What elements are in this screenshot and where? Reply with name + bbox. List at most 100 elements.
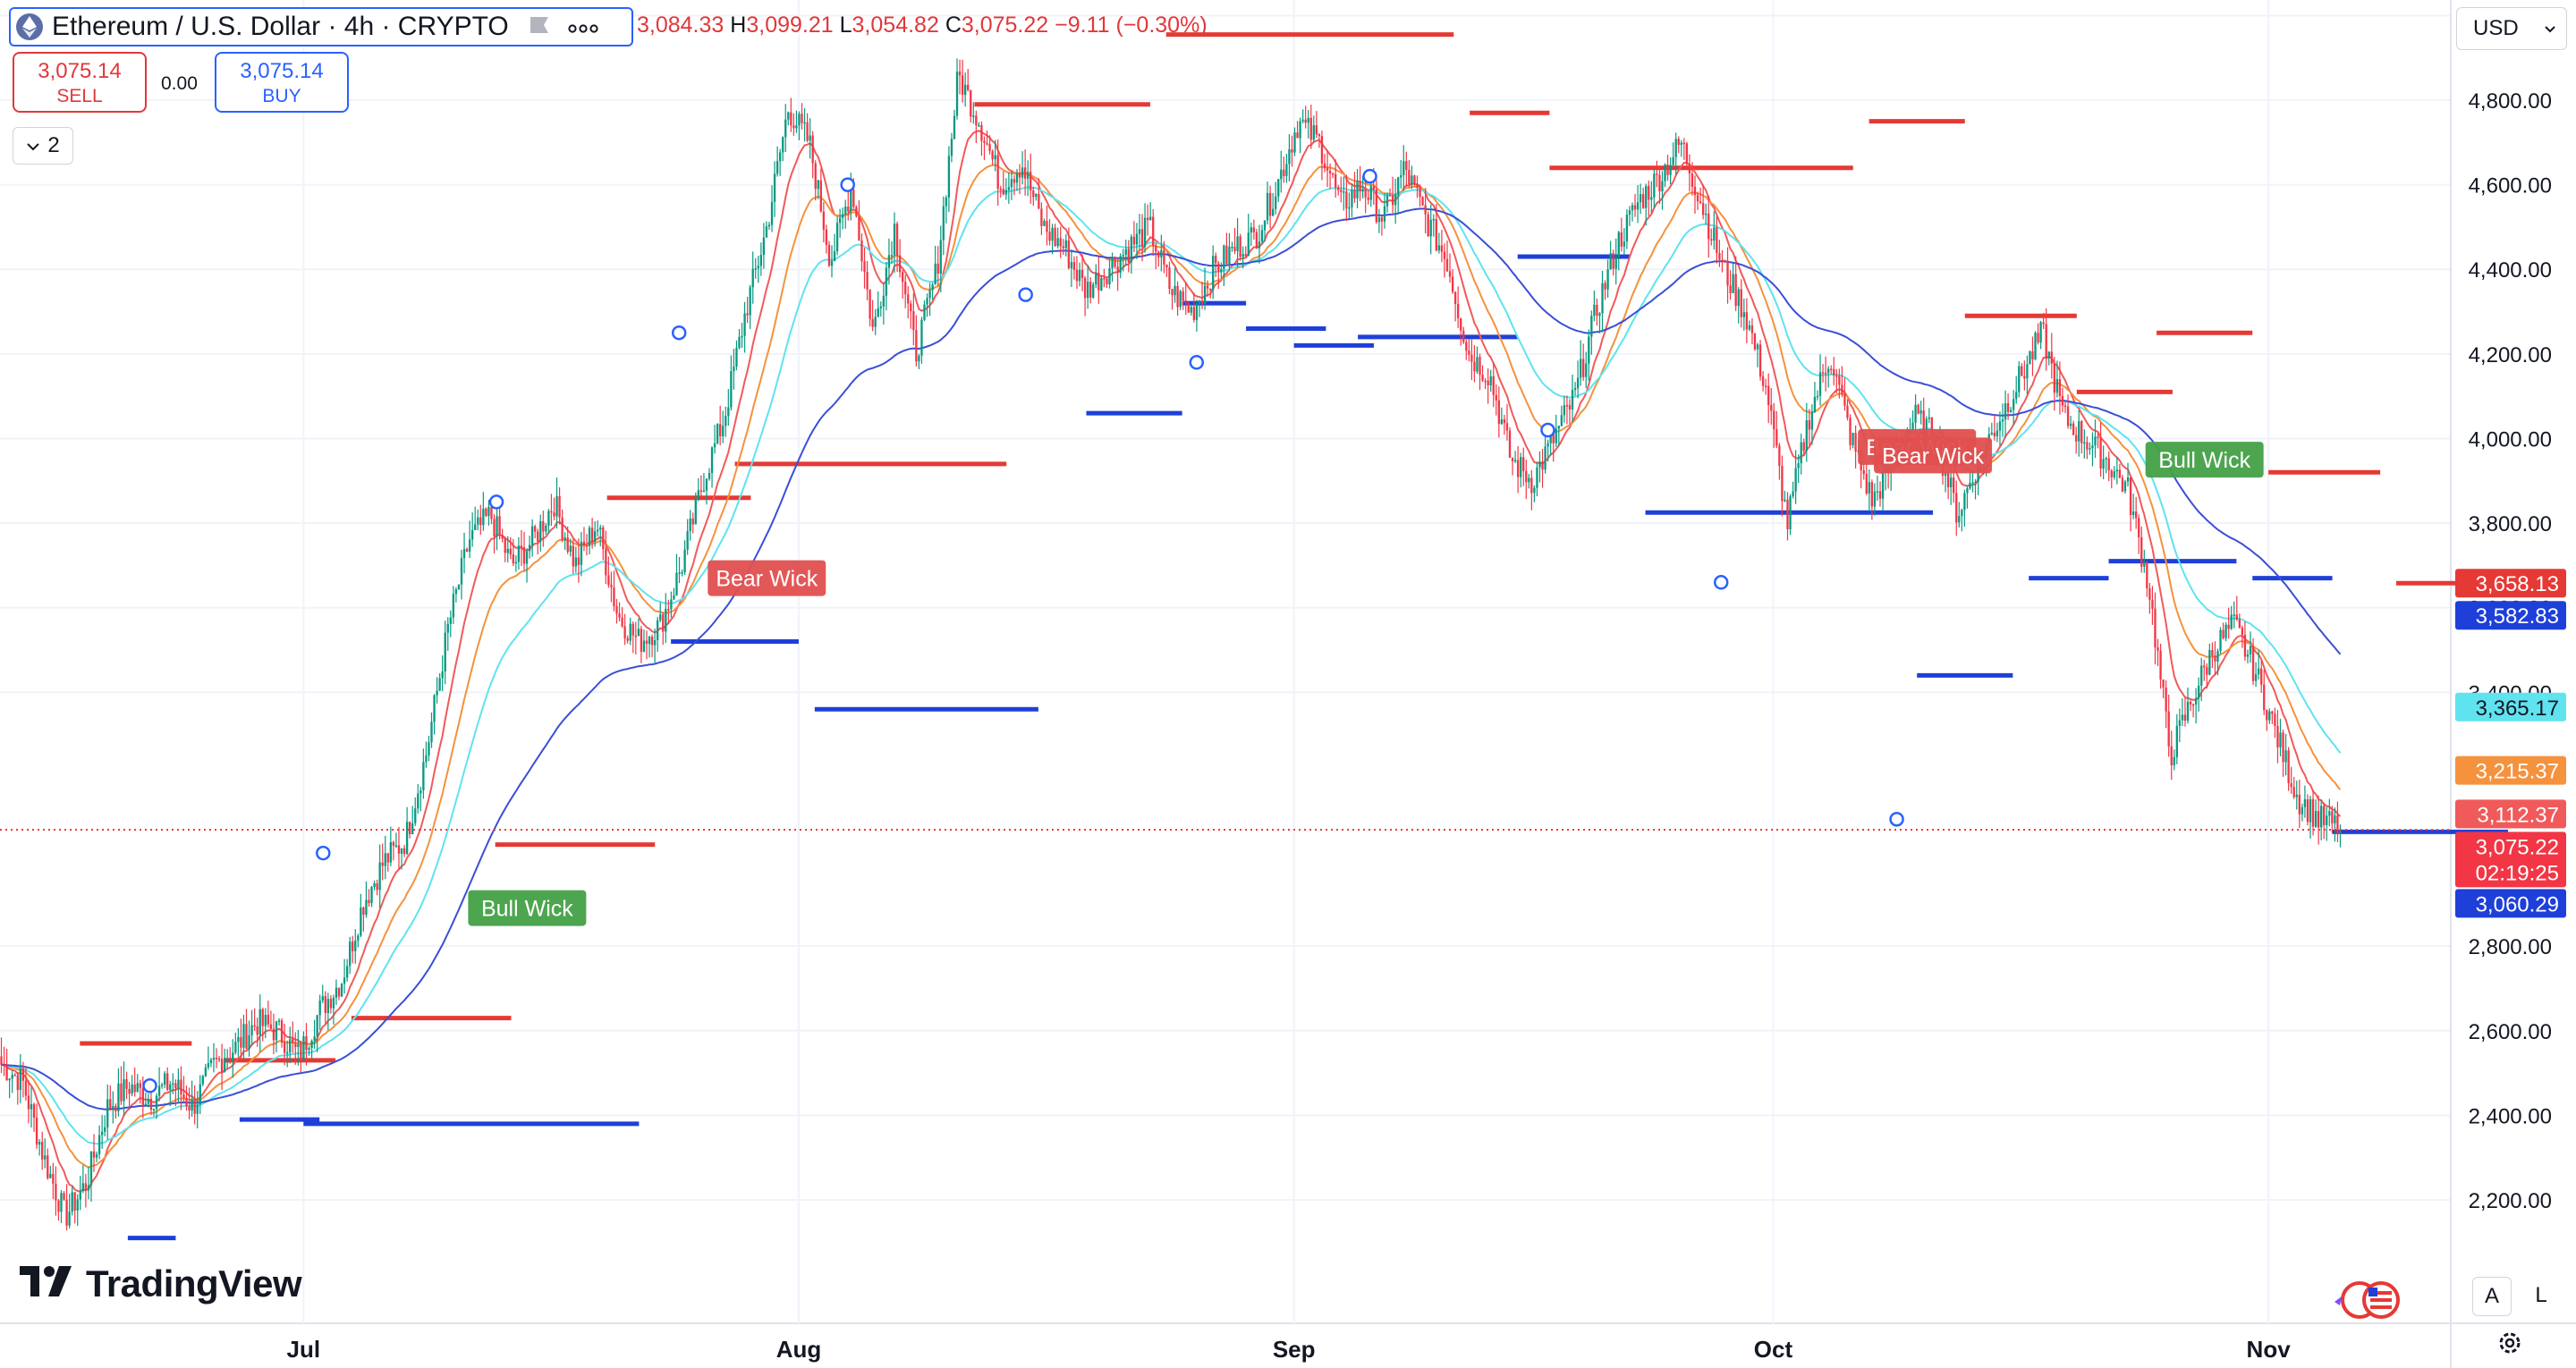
candle <box>1843 377 1846 411</box>
auto-scale-button[interactable]: A <box>2472 1277 2512 1316</box>
candle <box>743 301 746 353</box>
candle <box>1680 139 1682 157</box>
candle <box>1004 178 1007 200</box>
candle <box>1596 298 1598 326</box>
candle <box>1511 457 1514 476</box>
candle <box>308 1045 310 1056</box>
candle <box>1114 256 1116 269</box>
candle <box>1241 246 1244 269</box>
candle <box>493 513 496 554</box>
candle <box>983 136 986 161</box>
candle <box>2317 795 2320 845</box>
candle <box>1421 196 1424 207</box>
candle <box>2131 494 2135 519</box>
candle <box>1239 233 1241 261</box>
candle <box>232 1039 234 1078</box>
candle <box>2162 679 2165 698</box>
candle <box>1135 223 1139 259</box>
candle <box>506 536 509 563</box>
candle <box>1356 168 1359 208</box>
candle <box>47 1148 49 1180</box>
candle <box>1419 184 1421 207</box>
signal-marker <box>1540 422 1555 438</box>
candle <box>1846 399 1849 421</box>
candle <box>1778 443 1781 480</box>
candle <box>1174 267 1176 303</box>
tradingview-logo[interactable]: TradingView <box>20 1262 302 1305</box>
candle <box>2287 747 2290 791</box>
gear-icon[interactable] <box>2496 1329 2524 1362</box>
sell-button[interactable]: 3,075.14 SELL <box>13 52 147 113</box>
candle <box>1748 320 1751 332</box>
candle <box>1841 366 1843 398</box>
candle <box>2105 456 2107 474</box>
candle <box>1873 483 1877 516</box>
candle <box>699 475 703 498</box>
candle <box>942 196 945 256</box>
candle <box>1130 234 1133 274</box>
candle <box>1808 409 1811 446</box>
low-value: 3,054.82 <box>852 13 939 38</box>
signal-marker <box>1889 811 1904 827</box>
tradingview-icon <box>20 1265 75 1303</box>
candle <box>1745 298 1749 343</box>
y-tick-label: 3,800.00 <box>2469 512 2552 536</box>
candle <box>1653 169 1656 208</box>
candle <box>2069 416 2072 430</box>
candle <box>1266 182 1269 225</box>
candle <box>713 425 716 454</box>
candle <box>719 405 722 446</box>
candle <box>172 1073 174 1094</box>
indicators-toggle-button[interactable]: 2 <box>13 127 73 165</box>
candle <box>819 168 822 213</box>
candle <box>2042 313 2045 329</box>
candle <box>199 1075 201 1115</box>
candle <box>972 102 975 124</box>
candle <box>1963 489 1966 528</box>
candle <box>32 1102 36 1132</box>
candle <box>2227 607 2230 639</box>
buy-price: 3,075.14 <box>240 59 324 83</box>
candle <box>2050 333 2053 379</box>
candle <box>1724 259 1726 264</box>
candle <box>2222 622 2224 640</box>
candle <box>160 1082 164 1089</box>
more-icon[interactable] <box>568 15 598 38</box>
candle <box>329 995 333 1014</box>
candle <box>1944 470 1947 493</box>
candle <box>784 104 787 152</box>
candle <box>1993 414 1996 441</box>
candle <box>574 546 578 573</box>
candle <box>155 1093 158 1119</box>
currency-select[interactable]: USD <box>2456 7 2567 50</box>
candle <box>2129 477 2132 532</box>
candle <box>722 410 724 443</box>
candle <box>1606 259 1609 298</box>
candle <box>1530 469 1533 511</box>
candle <box>144 1093 148 1107</box>
candle <box>2026 355 2029 395</box>
candle <box>1046 205 1048 246</box>
candle <box>648 635 651 658</box>
candle <box>41 1131 44 1170</box>
candle <box>801 103 803 130</box>
candle <box>2233 601 2235 629</box>
symbol-header[interactable]: Ethereum / U.S. Dollar · 4h · CRYPTO <box>9 7 633 46</box>
candle <box>414 797 417 826</box>
flag-badges-icon[interactable] <box>2329 1279 2404 1324</box>
candle <box>1582 343 1585 381</box>
candle <box>1320 131 1324 181</box>
log-scale-button[interactable]: L <box>2535 1283 2547 1307</box>
candle <box>1552 431 1555 462</box>
candle <box>1208 288 1212 299</box>
flag-icon[interactable] <box>529 15 552 39</box>
buy-button[interactable]: 3,075.14 BUY <box>215 52 349 113</box>
candle <box>814 160 817 201</box>
candle <box>1568 399 1572 425</box>
candle <box>2257 650 2260 680</box>
candle <box>528 536 531 559</box>
candle <box>2306 794 2309 826</box>
candle <box>934 245 936 285</box>
candle <box>1163 241 1165 274</box>
